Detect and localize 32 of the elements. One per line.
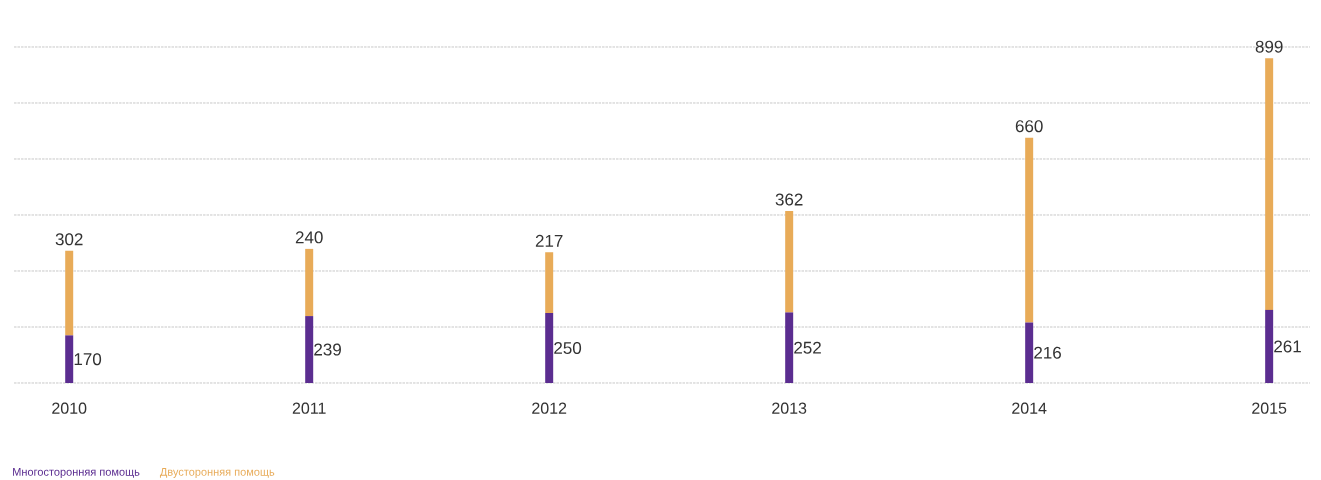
data-label: 302: [55, 233, 83, 246]
x-tick-label: 2015: [1252, 402, 1287, 414]
data-label: 250: [554, 341, 582, 355]
data-label: 217: [535, 234, 563, 247]
bar: [1025, 322, 1034, 383]
bar: [545, 252, 554, 313]
bar: [545, 313, 554, 383]
bar: [1265, 58, 1274, 310]
bar: [785, 312, 794, 383]
bar: [1265, 309, 1274, 383]
x-tick-label: 2010: [52, 402, 87, 414]
data-label: 216: [1034, 346, 1061, 359]
bar: [1025, 137, 1034, 323]
data-label: 362: [775, 193, 803, 206]
data-label: 240: [295, 231, 323, 244]
x-tick-label: 2013: [772, 402, 807, 414]
x-tick-label: 2012: [532, 402, 567, 414]
bar: [305, 316, 314, 383]
data-label: 239: [314, 343, 341, 356]
text: Двусторонняя помощь: [159, 468, 275, 478]
bar: [65, 250, 74, 336]
text: Многосторонняя помощь: [13, 468, 140, 478]
data-label: 261: [1274, 340, 1301, 353]
bar: [785, 211, 794, 313]
data-label: 170: [74, 353, 102, 366]
x-tick-label: 2011: [292, 402, 326, 414]
bar: [305, 248, 314, 317]
x-tick-label: 2014: [1012, 402, 1047, 414]
data-label: 899: [1255, 40, 1283, 53]
data-label: 660: [1015, 120, 1043, 133]
bar: [65, 335, 74, 383]
data-label: 252: [794, 341, 821, 354]
